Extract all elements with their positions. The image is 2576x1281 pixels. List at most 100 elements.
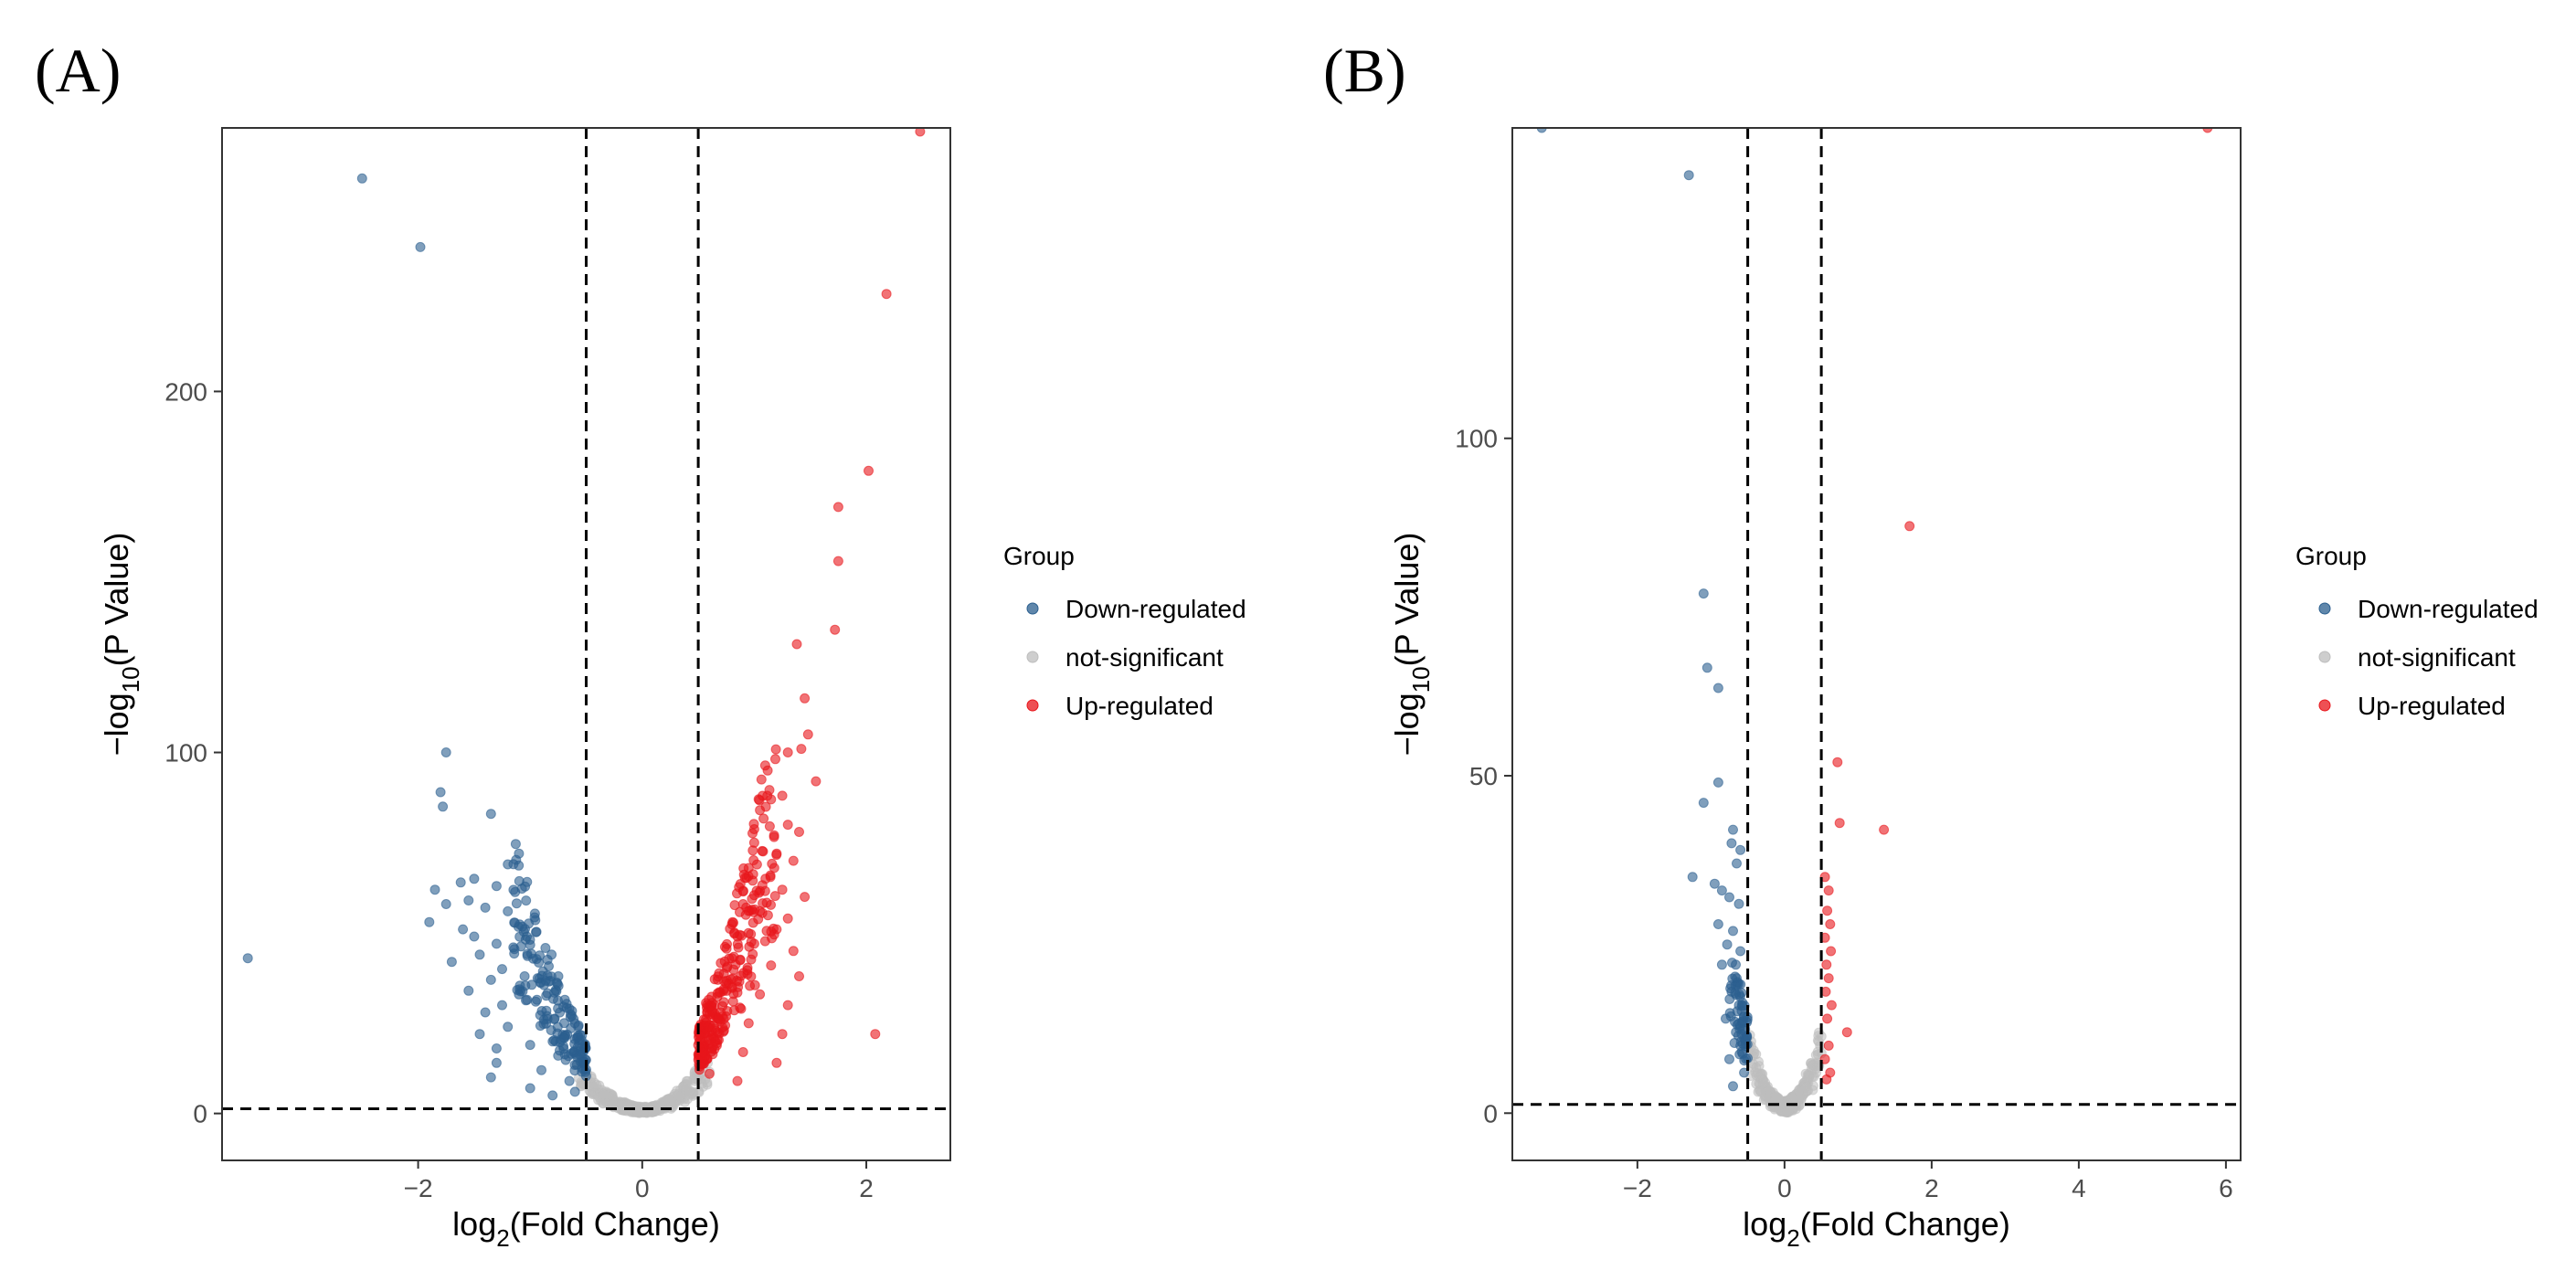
point-down-regulated: [524, 918, 535, 929]
point-not-significant: [1800, 1068, 1811, 1079]
point-down-regulated: [1738, 1011, 1749, 1022]
point-up-regulated: [748, 837, 759, 848]
point-down-regulated: [1712, 919, 1723, 929]
y-tick-label: 0: [193, 1100, 207, 1128]
point-down-regulated: [542, 1011, 553, 1022]
point-up-regulated: [746, 928, 757, 939]
point-down-regulated: [503, 1022, 514, 1032]
point-up-regulated: [766, 794, 777, 805]
point-down-regulated: [510, 886, 521, 897]
y-tick-label: 0: [1483, 1099, 1498, 1127]
point-down-regulated: [1701, 662, 1712, 673]
point-down-regulated: [514, 860, 525, 871]
point-down-regulated: [485, 974, 496, 985]
point-up-regulated: [777, 790, 788, 801]
point-not-significant: [1757, 1078, 1768, 1089]
point-up-regulated: [712, 988, 723, 999]
point-down-regulated: [1683, 170, 1694, 181]
point-up-regulated: [832, 502, 843, 513]
point-down-regulated: [1687, 872, 1698, 883]
x-axis-title: log2(Fold Change): [452, 1205, 720, 1252]
point-down-regulated: [1536, 128, 1547, 133]
point-down-regulated: [1731, 1027, 1742, 1038]
point-up-regulated: [802, 729, 813, 740]
legend-label: Up-regulated: [1065, 692, 1214, 720]
legend-label: not-significant: [1065, 643, 1224, 672]
point-down-regulated: [521, 895, 532, 906]
x-axis-title-subscript: 2: [496, 1224, 509, 1252]
point-down-regulated: [446, 957, 457, 968]
point-up-regulated: [737, 899, 748, 909]
point-not-significant: [632, 1106, 643, 1117]
x-axis-title-prefix: log: [452, 1205, 496, 1243]
point-up-regulated: [770, 754, 780, 765]
point-up-regulated: [710, 1036, 720, 1047]
point-down-regulated: [544, 961, 554, 971]
point-up-regulated: [748, 824, 759, 834]
point-down-regulated: [455, 877, 466, 888]
point-up-regulated: [870, 1029, 881, 1040]
point-up-regulated: [737, 1047, 748, 1057]
point-not-significant: [682, 1079, 693, 1090]
point-up-regulated: [735, 954, 746, 965]
point-up-regulated: [832, 556, 843, 566]
point-down-regulated: [525, 1083, 535, 1094]
point-down-regulated: [532, 973, 543, 984]
x-axis-title-suffix: (Fold Change): [510, 1205, 720, 1243]
point-down-regulated: [491, 881, 502, 892]
point-not-significant: [1783, 1106, 1794, 1117]
point-not-significant: [585, 1086, 596, 1097]
point-down-regulated: [435, 787, 446, 798]
point-down-regulated: [542, 970, 553, 981]
legend-label: Down-regulated: [2358, 595, 2539, 623]
point-down-regulated: [480, 1007, 491, 1018]
point-down-regulated: [1728, 1081, 1738, 1092]
point-down-regulated: [514, 848, 525, 859]
point-down-regulated: [1732, 973, 1742, 984]
plot-frame: [1511, 127, 2242, 1161]
panel-label: (A): [35, 36, 121, 105]
point-up-regulated: [800, 892, 811, 903]
point-up-regulated: [733, 942, 744, 953]
point-up-regulated: [771, 1057, 782, 1068]
point-up-regulated: [1823, 885, 1834, 896]
point-up-regulated: [761, 926, 772, 937]
x-tick-label: 0: [635, 1174, 650, 1202]
point-down-regulated: [1727, 958, 1737, 969]
point-down-regulated: [463, 895, 474, 905]
point-down-regulated: [424, 916, 435, 927]
point-down-regulated: [1716, 959, 1727, 970]
point-down-regulated: [474, 949, 485, 960]
point-down-regulated: [531, 926, 542, 937]
point-down-regulated: [526, 979, 537, 990]
point-down-regulated: [1726, 986, 1737, 997]
point-down-regulated: [440, 899, 451, 909]
point-down-regulated: [458, 924, 469, 935]
point-down-regulated: [576, 1047, 587, 1058]
point-up-regulated: [782, 820, 793, 831]
point-down-regulated: [497, 1000, 507, 1011]
point-up-regulated: [769, 891, 780, 902]
point-down-regulated: [415, 241, 426, 252]
point-up-regulated: [1904, 521, 1915, 532]
x-axis-title: log2(Fold Change): [1743, 1205, 2010, 1252]
x-axis-title-subscript: 2: [1786, 1224, 1799, 1252]
point-down-regulated: [480, 902, 491, 913]
point-down-regulated: [552, 1022, 563, 1032]
point-up-regulated: [704, 1068, 715, 1079]
point-up-regulated: [743, 863, 754, 873]
point-down-regulated: [463, 985, 474, 996]
point-up-regulated: [788, 946, 799, 957]
point-down-regulated: [1698, 798, 1709, 809]
point-up-regulated: [732, 931, 743, 942]
point-down-regulated: [1721, 1013, 1731, 1024]
legend-key: [1026, 699, 1039, 712]
point-up-regulated: [788, 855, 799, 866]
point-down-regulated: [569, 1039, 580, 1049]
point-down-regulated: [535, 950, 545, 961]
point-not-significant: [598, 1088, 609, 1099]
y-axis-title-subscript: 10: [1407, 666, 1435, 693]
y-tick-label: 100: [1455, 425, 1498, 453]
x-tick-label: −2: [1623, 1174, 1652, 1202]
